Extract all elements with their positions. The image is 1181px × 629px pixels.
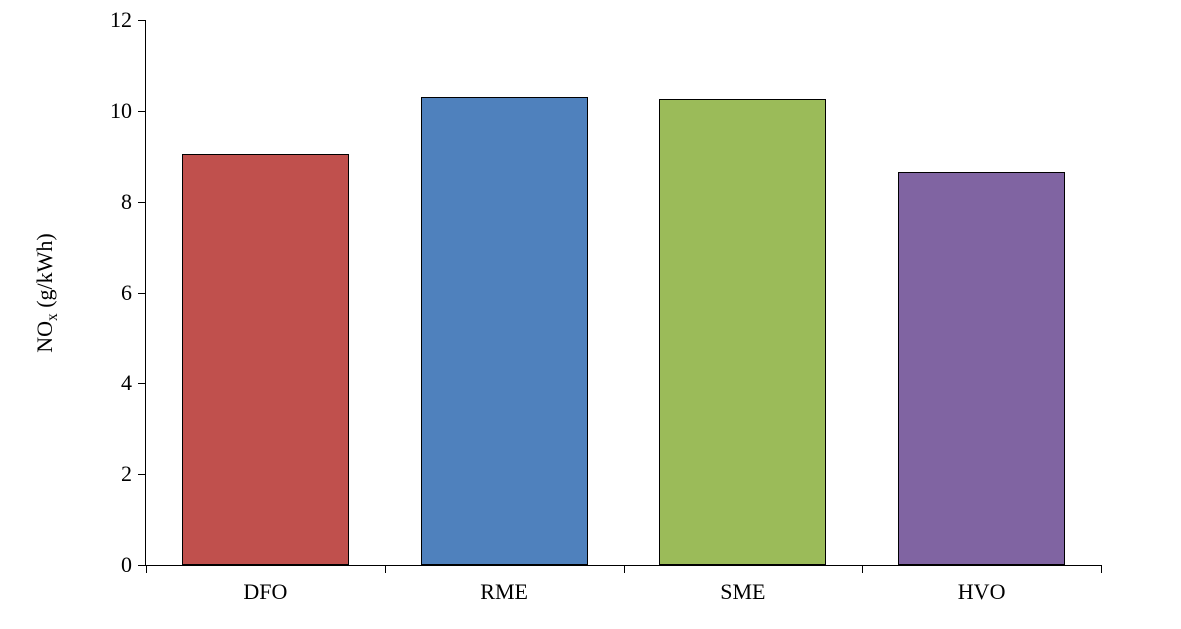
x-tick (146, 565, 147, 573)
x-label-dfo: DFO (243, 579, 287, 605)
bar-hvo (898, 172, 1065, 565)
x-label-sme: SME (720, 579, 765, 605)
y-tick-label: 0 (121, 552, 146, 578)
y-tick-label: 12 (110, 7, 146, 33)
y-tick-label: 6 (121, 280, 146, 306)
y-tick-label: 4 (121, 370, 146, 396)
x-tick (624, 565, 625, 573)
plot-area: DFORMESMEHVO 024681012 (145, 20, 1101, 566)
x-tick (862, 565, 863, 573)
x-label-hvo: HVO (958, 579, 1006, 605)
y-tick-label: 8 (121, 189, 146, 215)
nox-bar-chart: DFORMESMEHVO 024681012 NOx (g/kWh) (0, 0, 1181, 629)
x-label-rme: RME (480, 579, 528, 605)
x-tick (385, 565, 386, 573)
x-tick (1101, 565, 1102, 573)
bar-rme (421, 97, 588, 565)
y-tick-label: 2 (121, 461, 146, 487)
y-axis-title: NOx (g/kWh) (32, 233, 62, 353)
y-tick-label: 10 (110, 98, 146, 124)
bar-dfo (182, 154, 349, 565)
bar-sme (659, 99, 826, 565)
